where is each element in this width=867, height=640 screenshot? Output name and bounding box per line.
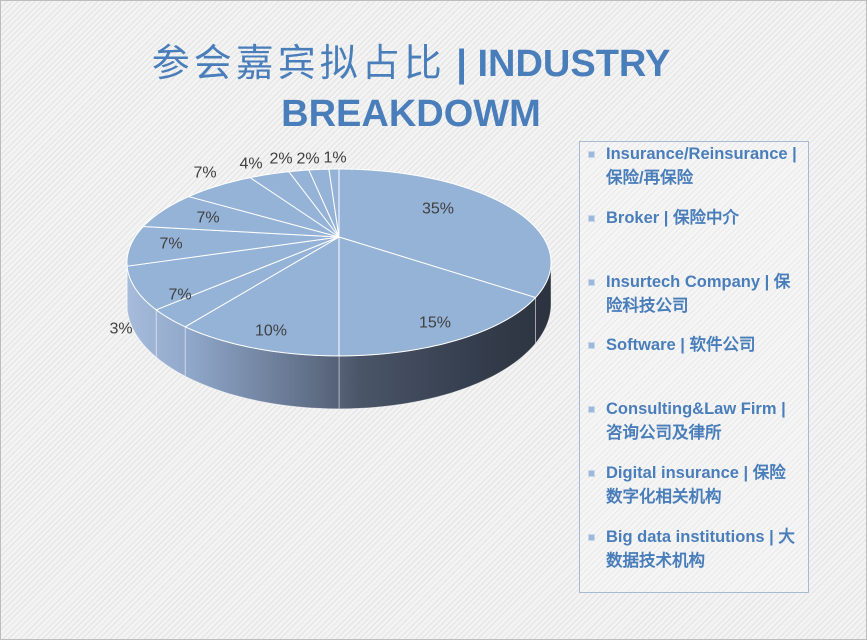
legend-item: Digital insurance | 保险数字化相关机构 <box>588 461 804 521</box>
legend-item: Broker | 保险中介 <box>588 206 804 266</box>
legend-key <box>588 278 595 286</box>
data-label: 2% <box>296 151 319 168</box>
data-label: 35% <box>422 201 454 218</box>
legend-key <box>588 406 595 414</box>
pie-slice <box>328 168 340 238</box>
data-label: 3% <box>109 321 132 338</box>
pie-slice <box>126 236 340 311</box>
legend-key <box>588 533 595 541</box>
data-label: 7% <box>168 287 191 304</box>
pie-slice <box>155 236 340 328</box>
data-label: 7% <box>159 236 182 253</box>
pie-slice <box>142 196 340 238</box>
pie-slice <box>184 236 340 357</box>
legend-item: Software | 软件公司 <box>588 333 804 393</box>
legend-item: Insurance/Reinsurance | 保险/再保险 <box>588 142 804 202</box>
chart-title-cjk: 参会嘉宾拟占比 <box>151 43 446 85</box>
legend-label: Software | 软件公司 <box>606 336 756 355</box>
data-label: 15% <box>419 315 451 332</box>
pie-slice <box>126 226 340 267</box>
chart-legend: Insurance/Reinsurance | 保险/再保险 Broker | … <box>579 141 809 593</box>
legend-label: Digital insurance | 保险数字化相关机构 <box>606 464 786 506</box>
legend-label: Consulting&Law Firm | 咨询公司及律所 <box>606 400 786 443</box>
legend-label: Insurtech Company | 保险科技公司 <box>606 272 791 315</box>
pie-slice <box>288 169 340 238</box>
legend-label: Big data institutions | 大数据技术机构 <box>606 527 795 570</box>
legend-key <box>588 151 595 158</box>
legend-label: Broker | 保险中介 <box>606 208 739 227</box>
legend-label: Insurance/Reinsurance | 保险/再保险 <box>606 145 797 187</box>
legend-key <box>588 342 595 350</box>
legend-item: Big data institutions | 大数据技术机构 <box>588 525 804 585</box>
legend-key <box>588 214 595 222</box>
pie-slice <box>338 236 537 357</box>
data-label: 4% <box>239 156 262 173</box>
chart-title: 参会嘉宾拟占比 | INDUSTRY BREAKDOWM <box>151 43 671 135</box>
pie-slice <box>308 168 340 238</box>
data-label: 1% <box>323 150 346 167</box>
data-label: 7% <box>193 165 216 182</box>
data-label: 10% <box>255 323 287 340</box>
legend-key <box>588 470 595 477</box>
pie-slice <box>338 168 552 299</box>
pie-slice <box>188 177 340 238</box>
pie-data-labels: 35%15%10%3%7%7%7%7%4% 2% 2% 1% <box>109 150 454 340</box>
data-label: 7% <box>196 210 219 227</box>
data-label: 2% <box>269 151 292 168</box>
legend-item: Insurtech Company | 保险科技公司 <box>588 270 804 330</box>
pie-side-walls <box>126 262 552 410</box>
legend-item: Consulting&Law Firm | 咨询公司及律所 <box>588 397 804 457</box>
pie-top-faces <box>126 168 552 357</box>
pie-slice <box>249 171 340 238</box>
